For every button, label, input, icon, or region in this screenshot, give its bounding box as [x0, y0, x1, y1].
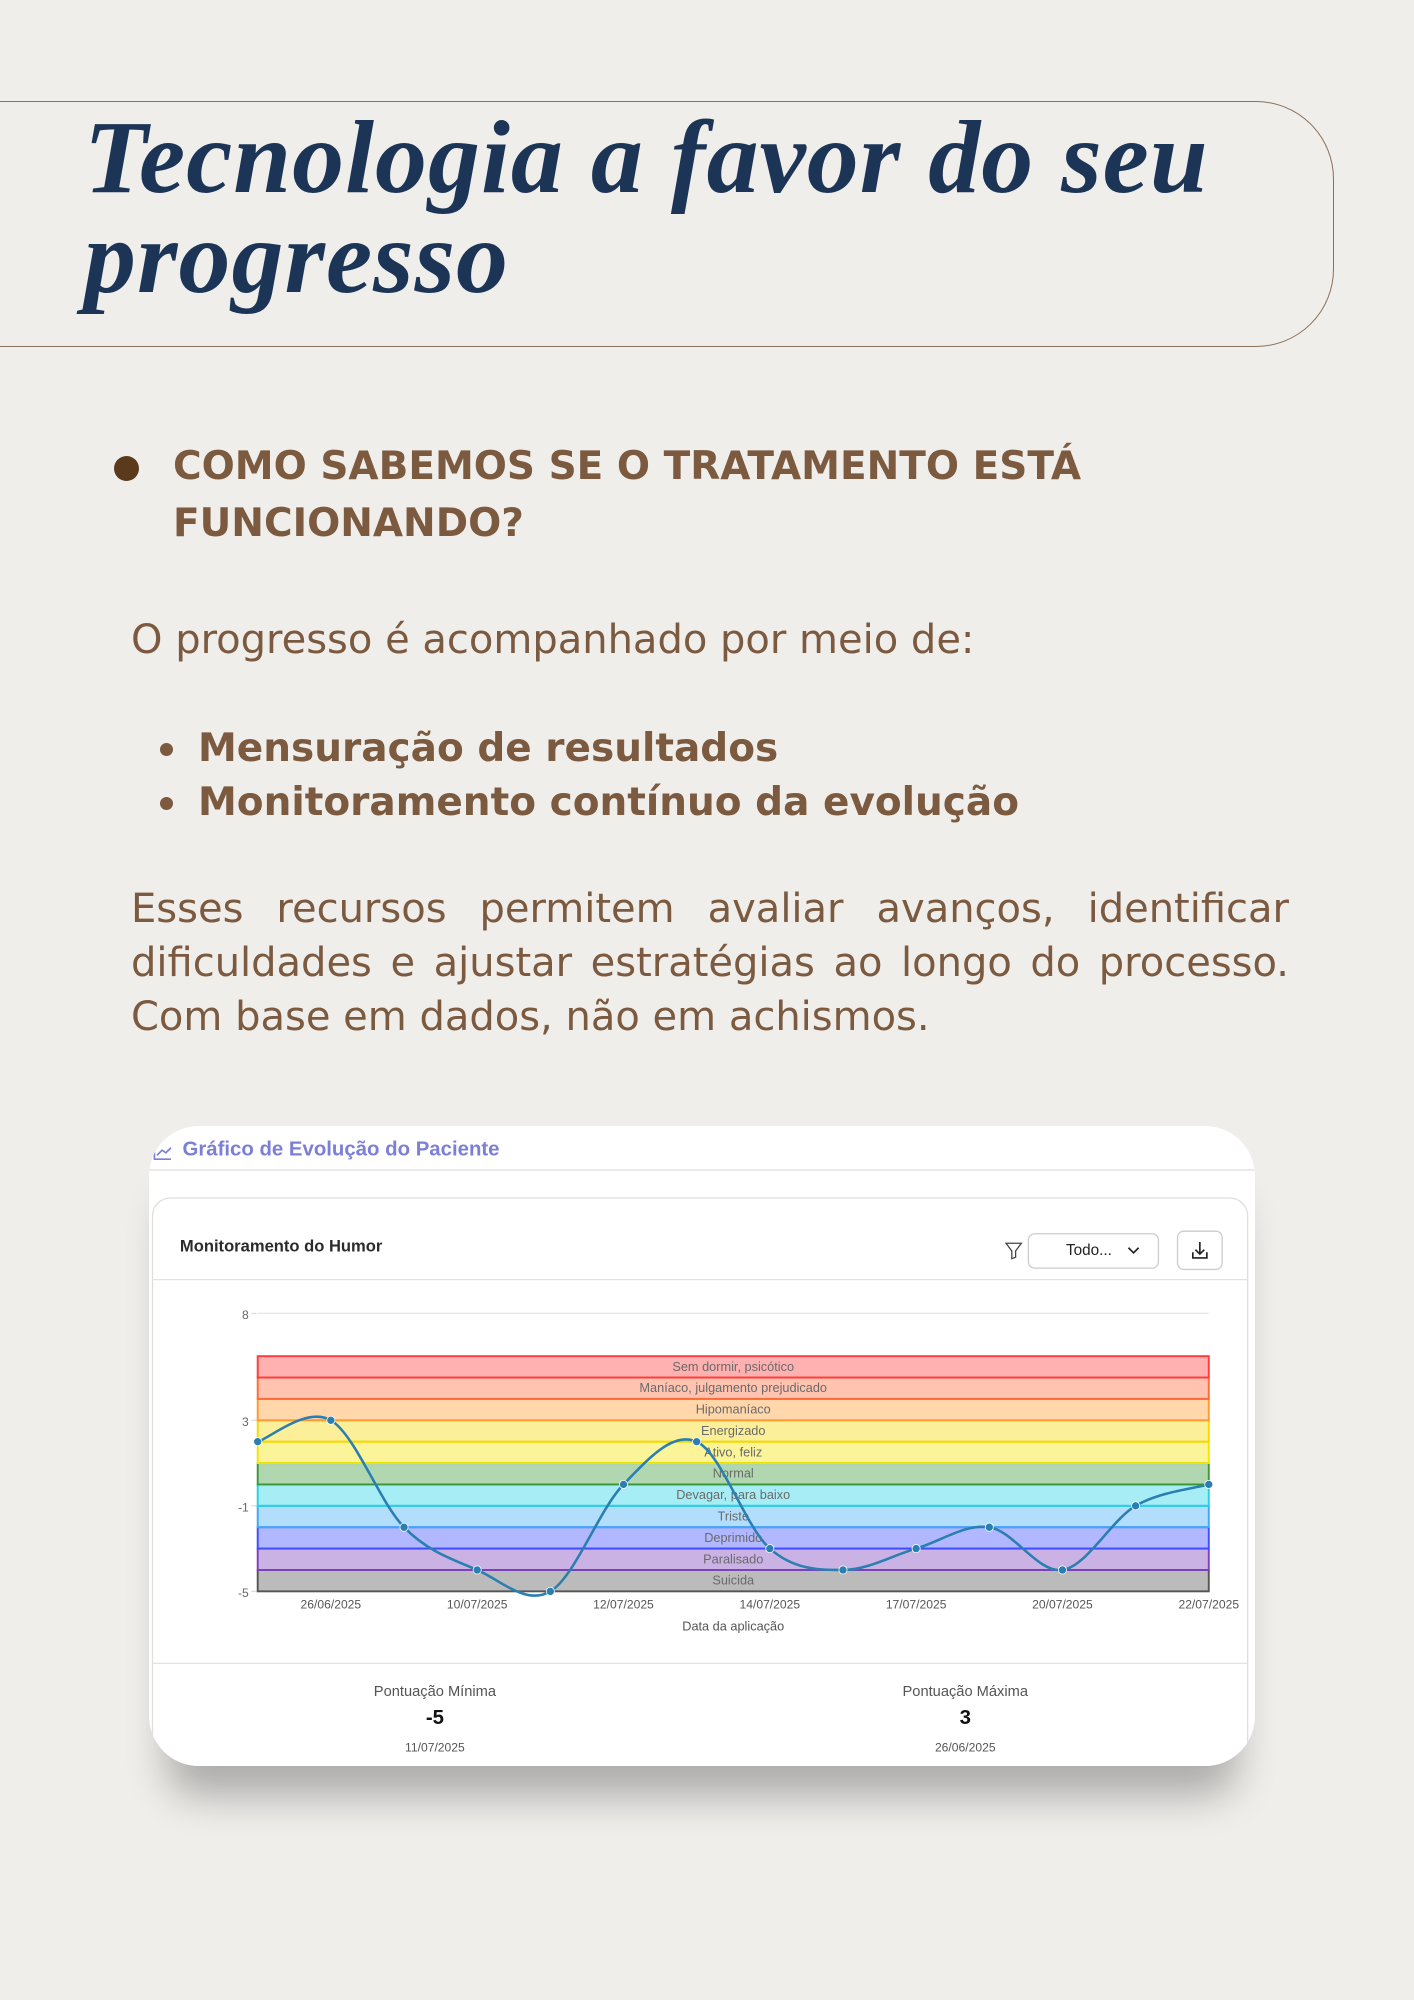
data-point [1057, 1565, 1067, 1575]
data-point [838, 1565, 848, 1575]
stat-value: -5 [426, 1707, 444, 1729]
stats-row: Pontuação Mínima -5 11/07/2025 Pontuação Má… [374, 1684, 1029, 1754]
dropdown-text[interactable]: Todo... [1066, 1242, 1112, 1259]
y-tick-label: 8 [242, 1308, 249, 1322]
data-point [545, 1586, 555, 1596]
page-title: Tecnologia a favor do seu progresso [84, 100, 1209, 315]
data-point [1204, 1479, 1214, 1489]
data-point [911, 1544, 921, 1554]
y-tick-label: 3 [242, 1415, 249, 1429]
section-heading: COMO SABEMOS SE O TRATAMENTO ESTÁ FUNCIO… [173, 444, 1082, 546]
chevron [1127, 1247, 1140, 1255]
bullet-item: Mensuração de resultados [159, 722, 1019, 776]
data-point [326, 1415, 336, 1425]
x-tick-label: 26/06/2025 [301, 1598, 362, 1612]
body-paragraph: Esses recursos permitem avaliar avanços,… [131, 886, 1289, 1040]
data-point [984, 1522, 994, 1532]
x-tick-label: 20/07/2025 [1032, 1598, 1093, 1612]
intro-text: O progresso é acompanhado por meio de: [131, 617, 975, 663]
band-label: Deprimido [704, 1530, 762, 1545]
stat-date: 26/06/2025 [935, 1740, 996, 1754]
card-title: Monitoramento do Humor [180, 1236, 383, 1255]
x-tick-label: 14/07/2025 [740, 1598, 801, 1612]
stat-label: Pontuação Mínima [374, 1684, 497, 1700]
band-label: Ativo, feliz [704, 1444, 762, 1459]
band-label: Energizado [701, 1423, 765, 1438]
band-label: Paralisado [703, 1551, 763, 1566]
data-point [765, 1544, 775, 1554]
y-tick-label: -1 [238, 1501, 249, 1515]
heading-bullet [114, 456, 139, 481]
download-icon [1192, 1242, 1208, 1259]
data-point [692, 1437, 702, 1447]
data-point [1131, 1501, 1141, 1511]
panel-title: Gráfico de Evolução do Paciente [182, 1139, 499, 1161]
band-label: Triste [718, 1509, 749, 1524]
band-label: Maníaco, julgamento prejudicado [639, 1380, 827, 1395]
x-tick-label: 17/07/2025 [886, 1598, 947, 1612]
x-tick-label: 10/07/2025 [447, 1598, 508, 1612]
chart-panel: Gráfico de Evolução do Paciente Monitora… [149, 1126, 1255, 1766]
chart-icon [153, 1145, 172, 1160]
plot-area: Suicida Paralisado Deprimido Triste Devagar,… [238, 1308, 1239, 1633]
filter-icon[interactable] [1004, 1242, 1023, 1260]
panel-canvas: Gráfico de Evolução do Paciente Monitora… [149, 1139, 1255, 1766]
data-point [619, 1479, 628, 1489]
bullet-list: Mensuração de resultados Monitoramento c… [159, 722, 1019, 830]
data-point [399, 1522, 409, 1532]
band-label: Normal [713, 1466, 754, 1481]
stat-label: Pontuação Máxima [903, 1684, 1029, 1700]
bullet-item: Monitoramento contínuo da evolução [159, 776, 1019, 830]
data-point [253, 1437, 263, 1447]
data-point [472, 1565, 482, 1575]
stat-date: 11/07/2025 [405, 1740, 465, 1754]
x-tick-label: 12/07/2025 [593, 1598, 654, 1612]
filter-dropdown[interactable] [1027, 1233, 1160, 1269]
band-label: Sem dormir, psicótico [672, 1359, 794, 1374]
x-tick-label: 22/07/2025 [1178, 1598, 1239, 1612]
inner-card [151, 1197, 1249, 1766]
stat-value: 3 [960, 1707, 971, 1729]
y-tick-label: -5 [238, 1586, 249, 1600]
header-frame [0, 101, 1334, 347]
band-label: Devagar, para baixo [676, 1487, 790, 1502]
band-label: Suicida [712, 1573, 755, 1588]
band-label: Hipomaníaco [696, 1402, 771, 1417]
x-axis-label: Data da aplicação [682, 1618, 784, 1633]
mood-band [256, 1355, 1210, 1379]
